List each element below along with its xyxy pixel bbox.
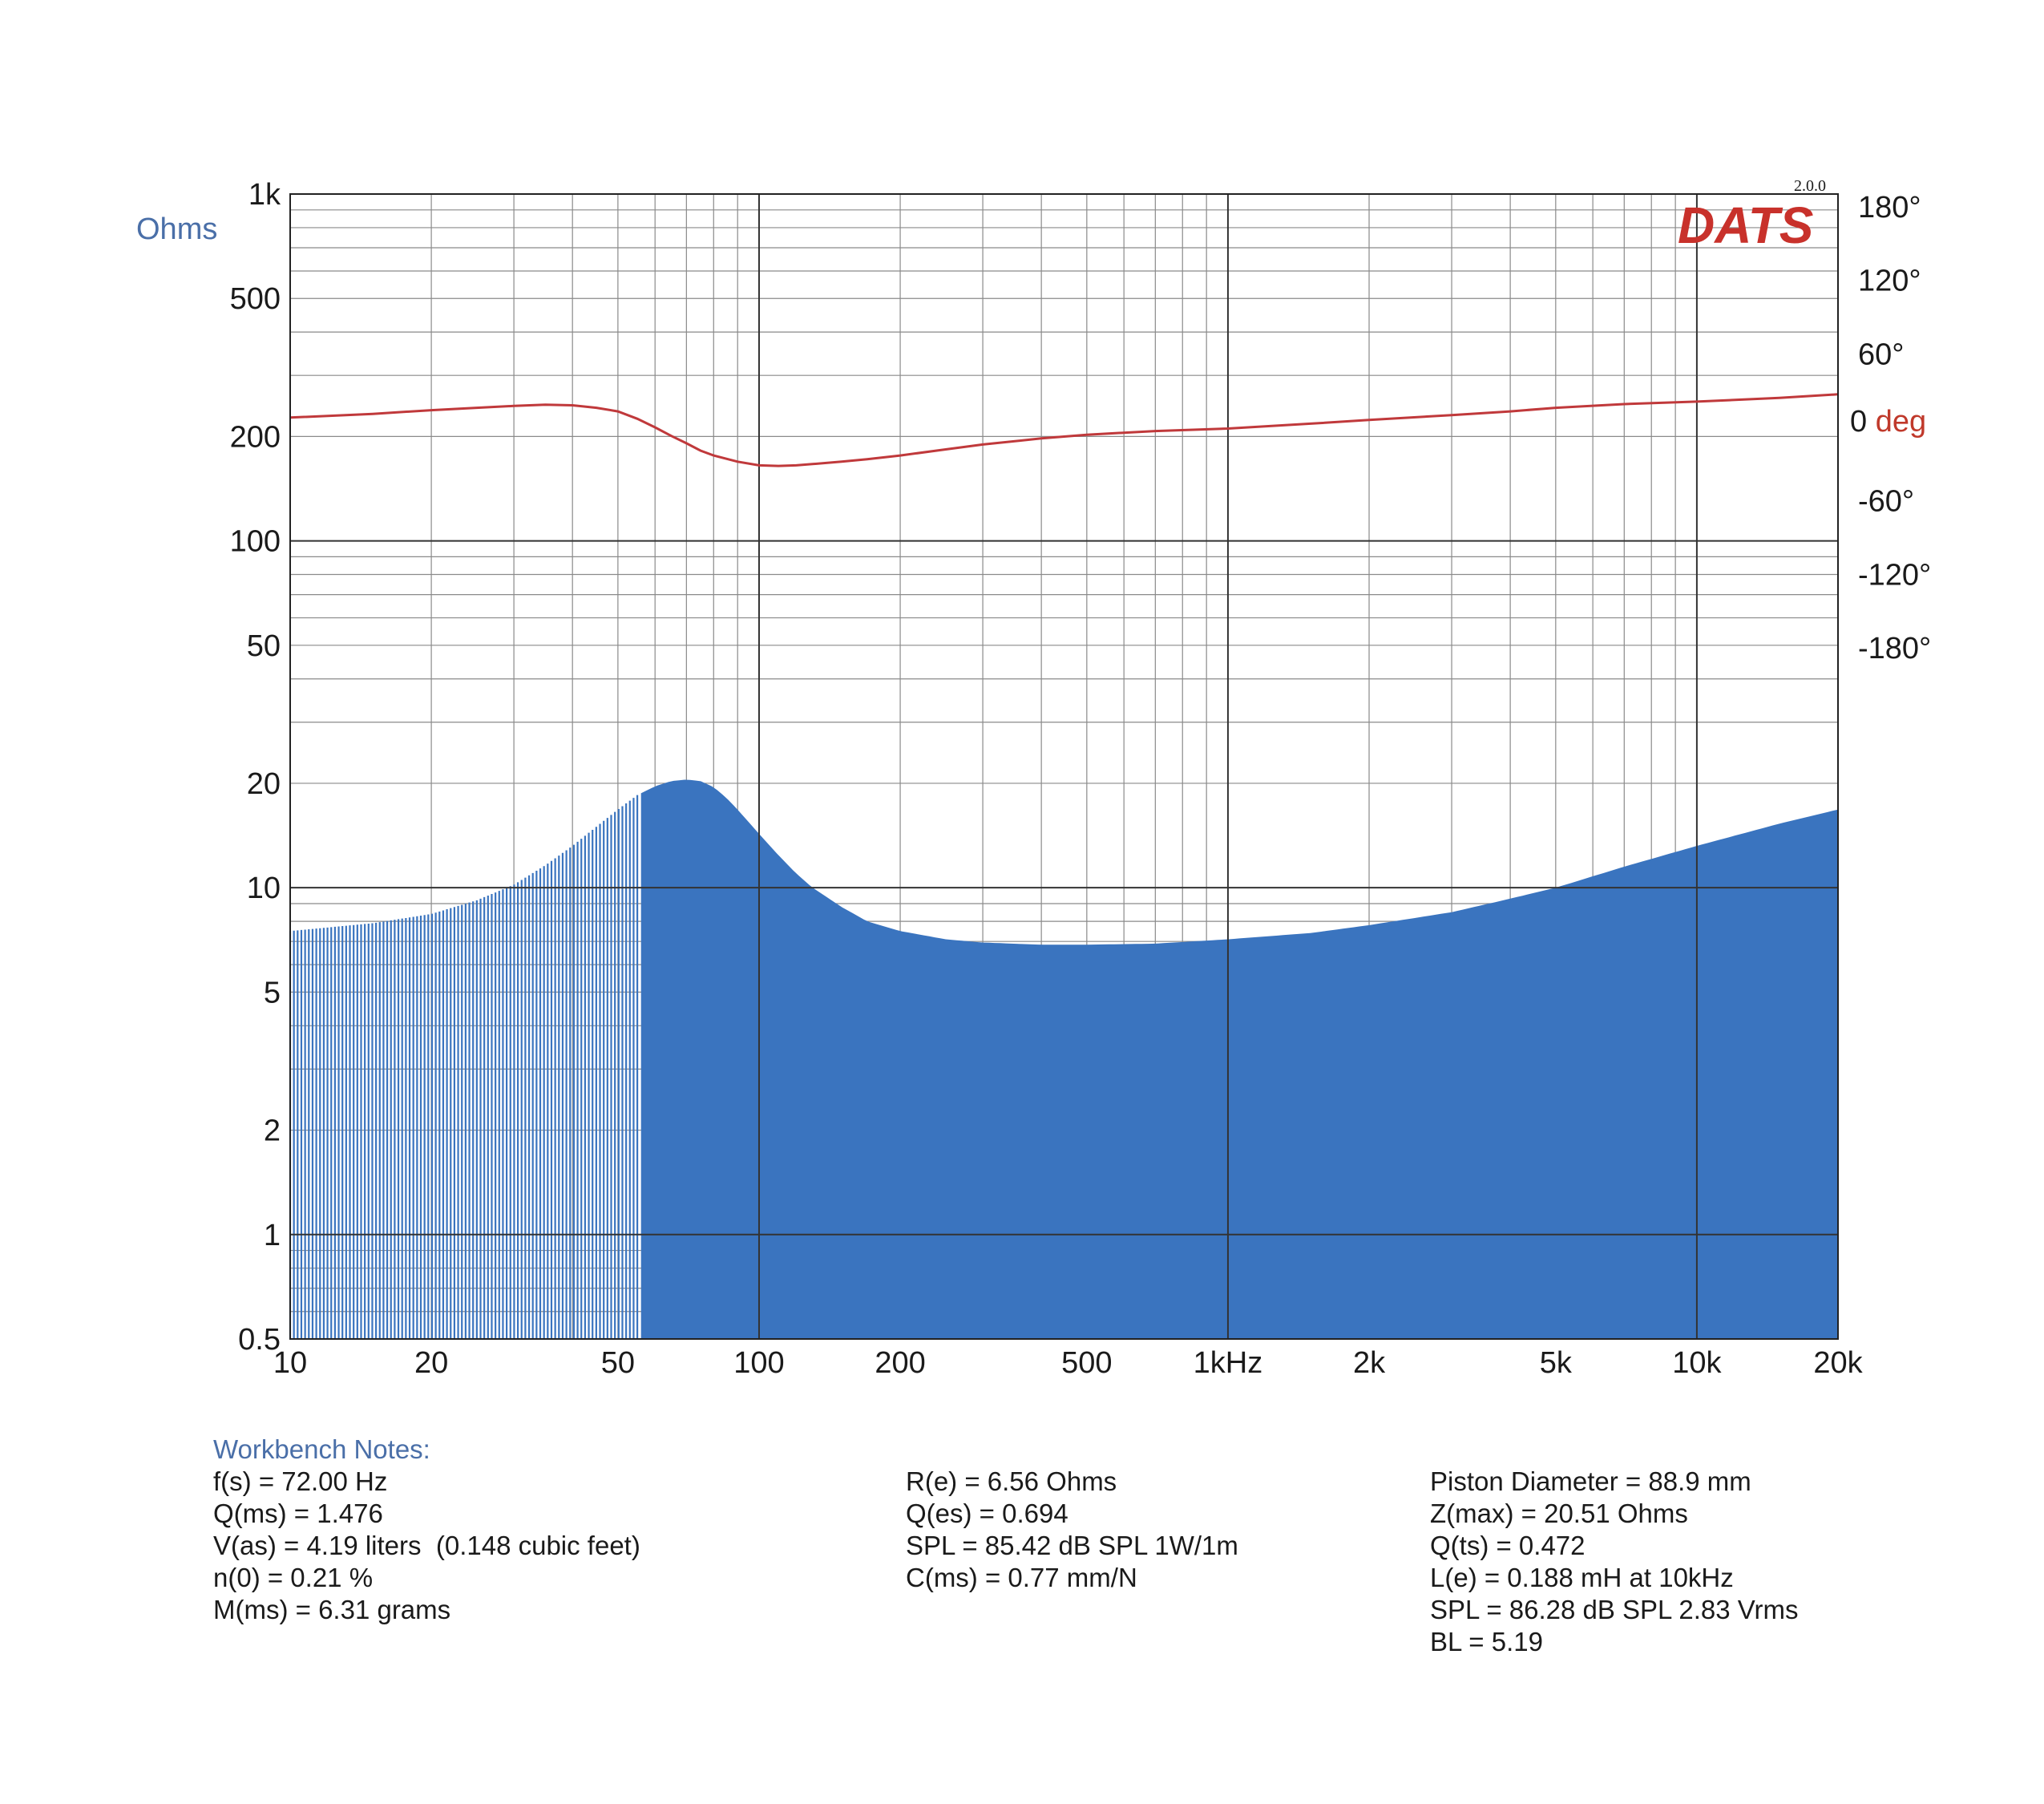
notes-column-3: Piston Diameter = 88.9 mm Z(max) = 20.51… [1430, 1466, 1799, 1658]
note-le: L(e) = 0.188 mH at 10kHz [1430, 1563, 1734, 1592]
impedance-area [640, 779, 1839, 1339]
y2-axis-unit: deg [1876, 405, 1926, 439]
y2-tick-label: -180° [1858, 632, 1931, 665]
y2-tick-label: 120° [1858, 265, 1921, 298]
y-tick-label: 500 [230, 282, 281, 316]
x-tick-label: 200 [875, 1346, 925, 1380]
impedance-chart: 10 20 50 100 200 500 1kHz 2k 5k 10k 20k 1k50020010… [136, 177, 1931, 1380]
x-axis-tick-labels: 10 20 50 100 200 500 1kHz 2k 5k 10k 20k [273, 1346, 1864, 1380]
x-tick-label: 20 [414, 1346, 448, 1380]
note-fs: f(s) = 72.00 Hz [213, 1466, 388, 1496]
x-tick-label: 50 [601, 1346, 635, 1380]
note-bl: BL = 5.19 [1430, 1627, 1543, 1656]
y2-tick-label: 180° [1858, 191, 1921, 224]
notes-column-1: Workbench Notes: f(s) = 72.00 Hz Q(ms) =… [213, 1434, 640, 1626]
phase-series [289, 393, 1839, 467]
y2-axis-tick-labels: 180° 120° 60° -60° -120° -180° [1858, 191, 1931, 665]
note-zmax: Z(max) = 20.51 Ohms [1430, 1499, 1688, 1528]
x-tick-label: 1kHz [1194, 1346, 1263, 1380]
note-qts: Q(ts) = 0.472 [1430, 1531, 1586, 1560]
plot-frame [289, 193, 1839, 1340]
y2-axis-zero-label: 0 [1850, 405, 1867, 439]
y2-axis-title: 0 deg [1850, 405, 1926, 439]
y2-tick-label: 60° [1858, 338, 1904, 371]
note-piston-diameter: Piston Diameter = 88.9 mm [1430, 1466, 1751, 1496]
notes-title: Workbench Notes: [213, 1434, 430, 1464]
x-tick-label: 10k [1672, 1346, 1722, 1380]
logo-version: 2.0.0 [1794, 177, 1826, 195]
y-tick-label: 200 [230, 420, 281, 454]
y-tick-label: 10 [247, 872, 281, 905]
impedance-series [289, 779, 1839, 1339]
note-vas: V(as) = 4.19 liters (0.148 cubic feet) [213, 1531, 640, 1560]
x-tick-label: 20k [1813, 1346, 1863, 1380]
note-n0: n(0) = 0.21 % [213, 1563, 374, 1592]
y-tick-label: 100 [230, 525, 281, 559]
y2-tick-label: -120° [1858, 558, 1931, 592]
x-tick-label: 5k [1540, 1346, 1573, 1380]
note-qes: Q(es) = 0.694 [906, 1499, 1068, 1528]
y-tick-label: 50 [247, 629, 281, 663]
y-tick-label: 0.5 [238, 1323, 281, 1357]
note-spl-1w: SPL = 85.42 dB SPL 1W/1m [906, 1531, 1238, 1560]
y-axis-title: Ohms [136, 212, 217, 246]
notes-column-2: R(e) = 6.56 Ohms Q(es) = 0.694 SPL = 85.… [906, 1466, 1238, 1594]
y-tick-label: 20 [247, 767, 281, 801]
dats-logo: DATS [1678, 196, 1814, 254]
y-axis-tick-labels: 1k 500 200 100 50 20 10 5 2 1 0.5 [230, 178, 281, 1357]
y-tick-label: 5 [264, 976, 281, 1009]
y-tick-label: 2 [264, 1114, 281, 1148]
note-mms: M(ms) = 6.31 grams [213, 1595, 451, 1624]
note-spl-283: SPL = 86.28 dB SPL 2.83 Vrms [1430, 1595, 1799, 1624]
y-tick-label: 1k [248, 178, 281, 212]
phase-line [289, 393, 1839, 467]
x-tick-label: 10 [273, 1346, 307, 1380]
x-tick-label: 500 [1061, 1346, 1112, 1380]
note-re: R(e) = 6.56 Ohms [906, 1466, 1117, 1496]
y-tick-label: 1 [264, 1219, 281, 1252]
note-qms: Q(ms) = 1.476 [213, 1499, 383, 1528]
x-tick-label: 100 [733, 1346, 784, 1380]
y2-tick-label: -60° [1858, 485, 1914, 519]
note-cms: C(ms) = 0.77 mm/N [906, 1563, 1137, 1592]
x-tick-label: 2k [1353, 1346, 1386, 1380]
